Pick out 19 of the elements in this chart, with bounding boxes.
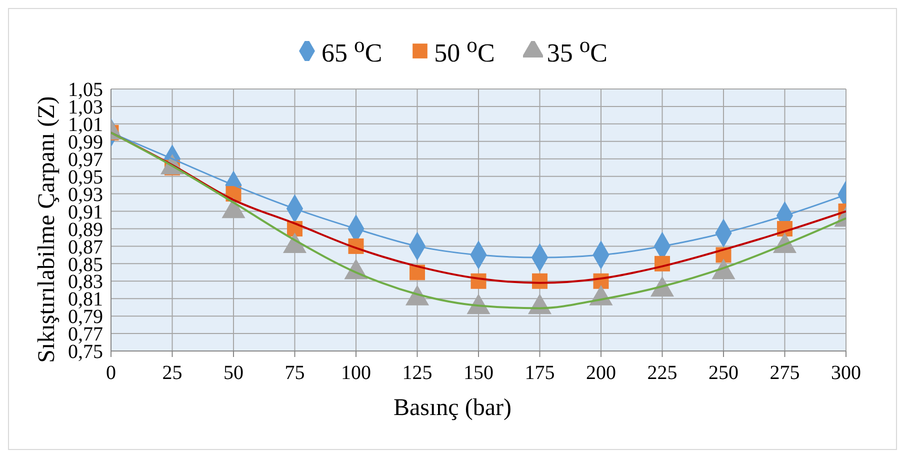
x-tick-label: 50: [224, 362, 244, 384]
legend-label: 65 $^{o}$C: [321, 33, 382, 69]
x-axis-title: Basınç (bar): [392, 395, 512, 422]
y-tick-label: 1,05: [68, 79, 103, 102]
legend-label: 35 $^{o}$C: [546, 33, 608, 69]
x-tick-label: 275: [770, 362, 800, 384]
x-tick-label: 225: [647, 362, 678, 384]
legend-label: 50 $^{o}$C: [434, 33, 495, 69]
x-tick-label: 150: [464, 362, 494, 384]
y-axis-title: Sıkıştırılabilme Çarpanı (Z): [34, 96, 60, 362]
x-tick-label: 0: [106, 362, 116, 384]
x-tick-label: 200: [586, 362, 616, 384]
x-tick-label: 300: [831, 362, 861, 384]
x-tick-label: 125: [402, 362, 432, 384]
x-tick-label: 100: [341, 362, 371, 384]
x-tick-label: 175: [524, 362, 555, 384]
x-tick-label: 25: [162, 362, 182, 384]
x-tick-label: 250: [708, 362, 738, 384]
x-tick-label: 75: [284, 362, 305, 384]
